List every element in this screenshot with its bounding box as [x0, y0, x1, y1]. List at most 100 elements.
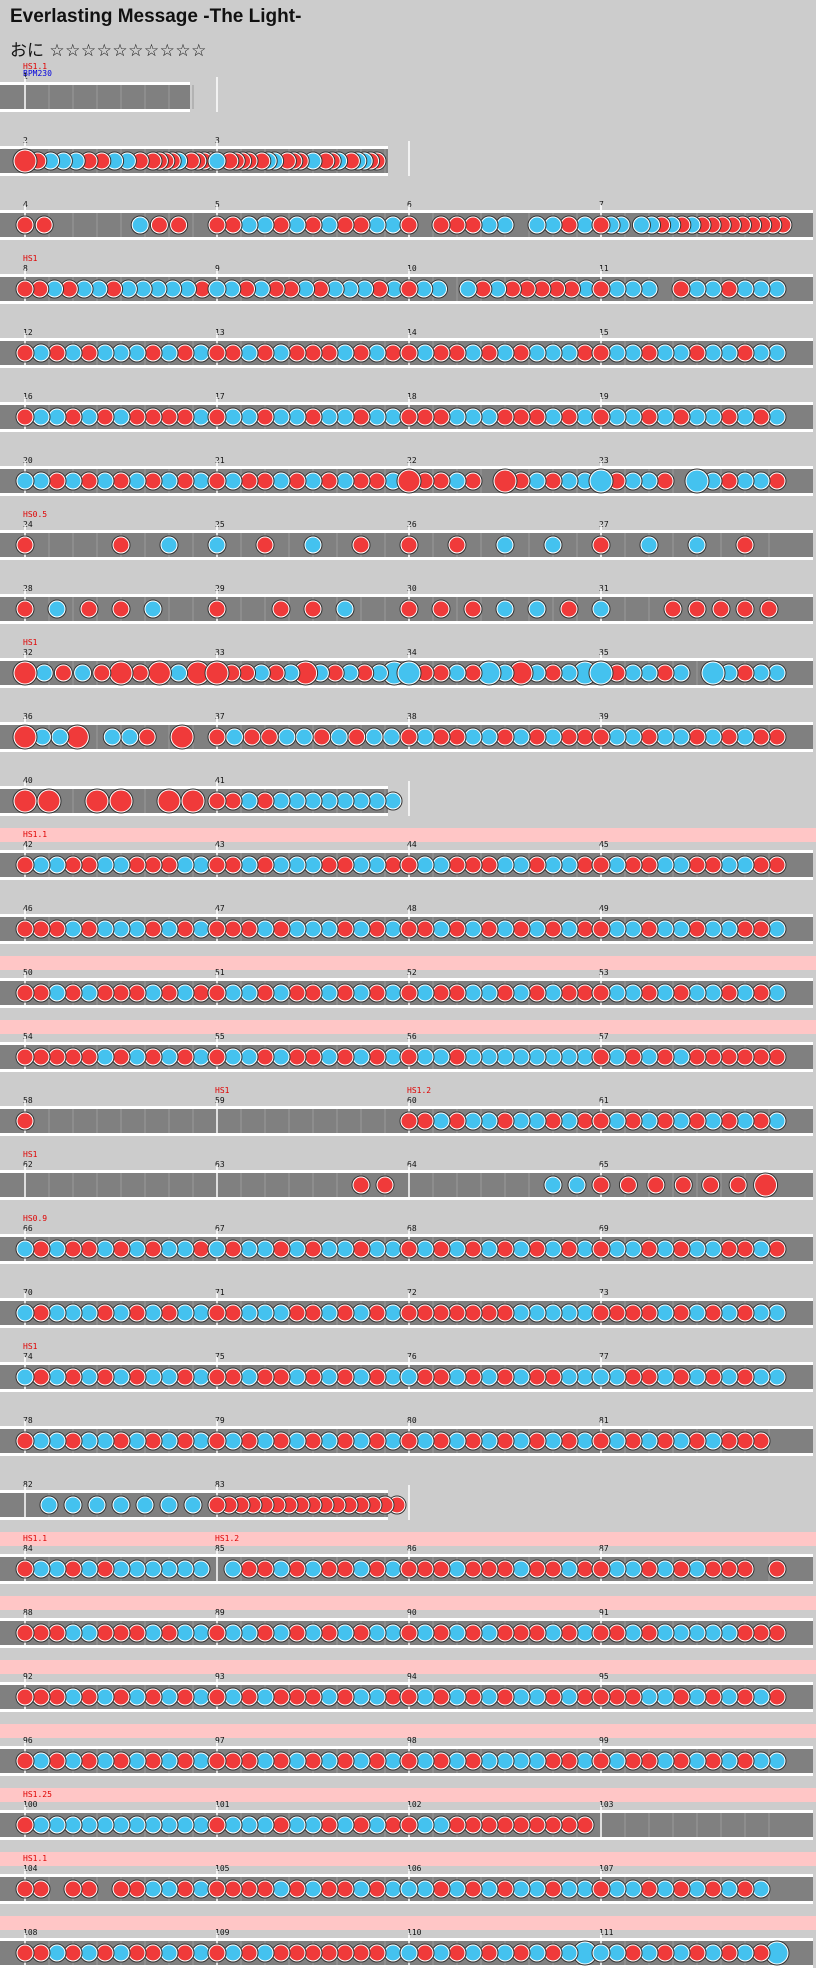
- ka-note-face: [225, 409, 241, 425]
- don-note-face: [289, 1049, 305, 1065]
- ka-note-face: [353, 921, 369, 937]
- don-note-face: [289, 1561, 305, 1577]
- ka-note-face: [76, 281, 92, 297]
- don-note-face: [337, 1689, 353, 1705]
- don-note-face: [241, 1945, 257, 1961]
- don-note-face: [225, 921, 241, 937]
- don-note-face: [357, 665, 373, 681]
- ka-note-face: [561, 1049, 577, 1065]
- ka-note-face: [721, 665, 737, 681]
- don-note-face: [65, 1433, 81, 1449]
- don-note-face: [257, 1369, 273, 1385]
- don-note-face: [177, 345, 193, 361]
- ka-note-face: [769, 1753, 785, 1769]
- don-note-face: [417, 921, 433, 937]
- don-note-face: [433, 601, 449, 617]
- don-note-face: [417, 665, 433, 681]
- don-note-face: [593, 1625, 609, 1641]
- don-note-face: [689, 1113, 705, 1129]
- don-note-face: [145, 1753, 161, 1769]
- don-note-face: [81, 601, 97, 617]
- ka-note-face: [769, 665, 785, 681]
- don-note-face: [81, 153, 97, 169]
- ka-note-face: [561, 1369, 577, 1385]
- don-note-face: [401, 1305, 417, 1321]
- don-note-face: [305, 1241, 321, 1257]
- ka-note-face: [753, 1753, 769, 1769]
- don-note-face: [321, 1561, 337, 1577]
- ka-note-face: [737, 473, 753, 489]
- don-note-face: [209, 857, 225, 873]
- hs-band: [0, 1788, 816, 1802]
- don-note-face: [433, 1369, 449, 1385]
- ka-note-face: [769, 345, 785, 361]
- hs-band: [0, 956, 816, 970]
- hs-band: [0, 1852, 816, 1866]
- measure-number: 53: [599, 968, 609, 977]
- don-note-face: [305, 1945, 321, 1961]
- don-note-face: [513, 1625, 529, 1641]
- ka-note-face: [177, 1561, 193, 1577]
- ka-note-face: [257, 921, 273, 937]
- ka-note-face: [561, 1881, 577, 1897]
- don-note-face: [97, 1945, 113, 1961]
- don-note-face: [369, 473, 385, 489]
- don-note-face: [593, 985, 609, 1001]
- ka-note-face: [657, 345, 673, 361]
- don-note-face: [609, 473, 625, 489]
- don-note-face: [705, 1561, 721, 1577]
- don-note-face: [737, 1561, 753, 1577]
- don-note-face: [769, 1561, 785, 1577]
- ka-note-face: [161, 1689, 177, 1705]
- measure-number: 45: [599, 840, 609, 849]
- measure-number: 11: [599, 264, 609, 273]
- don-note-face: [401, 1433, 417, 1449]
- ka-note-face: [145, 1305, 161, 1321]
- don-note-face: [705, 1305, 721, 1321]
- don-note-face: [17, 409, 33, 425]
- don-note-face: [401, 345, 417, 361]
- ka-note-face: [179, 281, 195, 297]
- ka-note-face: [673, 1433, 689, 1449]
- don-note-face: [321, 1881, 337, 1897]
- don-note-face: [561, 409, 577, 425]
- ka-note-face: [545, 857, 561, 873]
- ka-note-face: [298, 281, 314, 297]
- measure-number: 103: [599, 1800, 614, 1809]
- measure-number: 49: [599, 904, 609, 913]
- don-note-face: [641, 409, 657, 425]
- don-note-face: [244, 729, 260, 745]
- don-note-face: [81, 1689, 97, 1705]
- don-note-face: [481, 1305, 497, 1321]
- hs-band: [0, 1660, 816, 1674]
- ka-note-face: [385, 1753, 401, 1769]
- ka-note-face: [366, 729, 382, 745]
- chart-row: 78 79 80 81: [0, 1416, 813, 1456]
- don-note-face: [401, 537, 417, 553]
- ka-note-face: [417, 985, 433, 1001]
- ka-note-face: [577, 1305, 593, 1321]
- ka-note-face: [49, 601, 65, 617]
- don-note-face: [755, 1174, 777, 1196]
- don-note-face: [194, 281, 210, 297]
- measure-number: 102: [407, 1800, 422, 1809]
- don-note-face: [209, 729, 225, 745]
- ka-note-face: [193, 857, 209, 873]
- ka-note-face: [417, 345, 433, 361]
- ka-note-face: [225, 1625, 241, 1641]
- ka-note-face: [279, 729, 295, 745]
- ka-note-face: [657, 1753, 673, 1769]
- ka-note-face: [689, 537, 705, 553]
- measure-number: 59: [215, 1096, 225, 1105]
- ka-note-face: [577, 1049, 593, 1065]
- don-note-face: [519, 281, 535, 297]
- don-note-face: [81, 857, 97, 873]
- ka-note-face: [513, 1305, 529, 1321]
- don-note-face: [625, 1369, 641, 1385]
- don-note-face: [305, 217, 321, 233]
- don-note-face: [761, 601, 777, 617]
- don-note-face: [177, 1881, 193, 1897]
- don-note-face: [673, 1241, 689, 1257]
- ka-note-face: [337, 345, 353, 361]
